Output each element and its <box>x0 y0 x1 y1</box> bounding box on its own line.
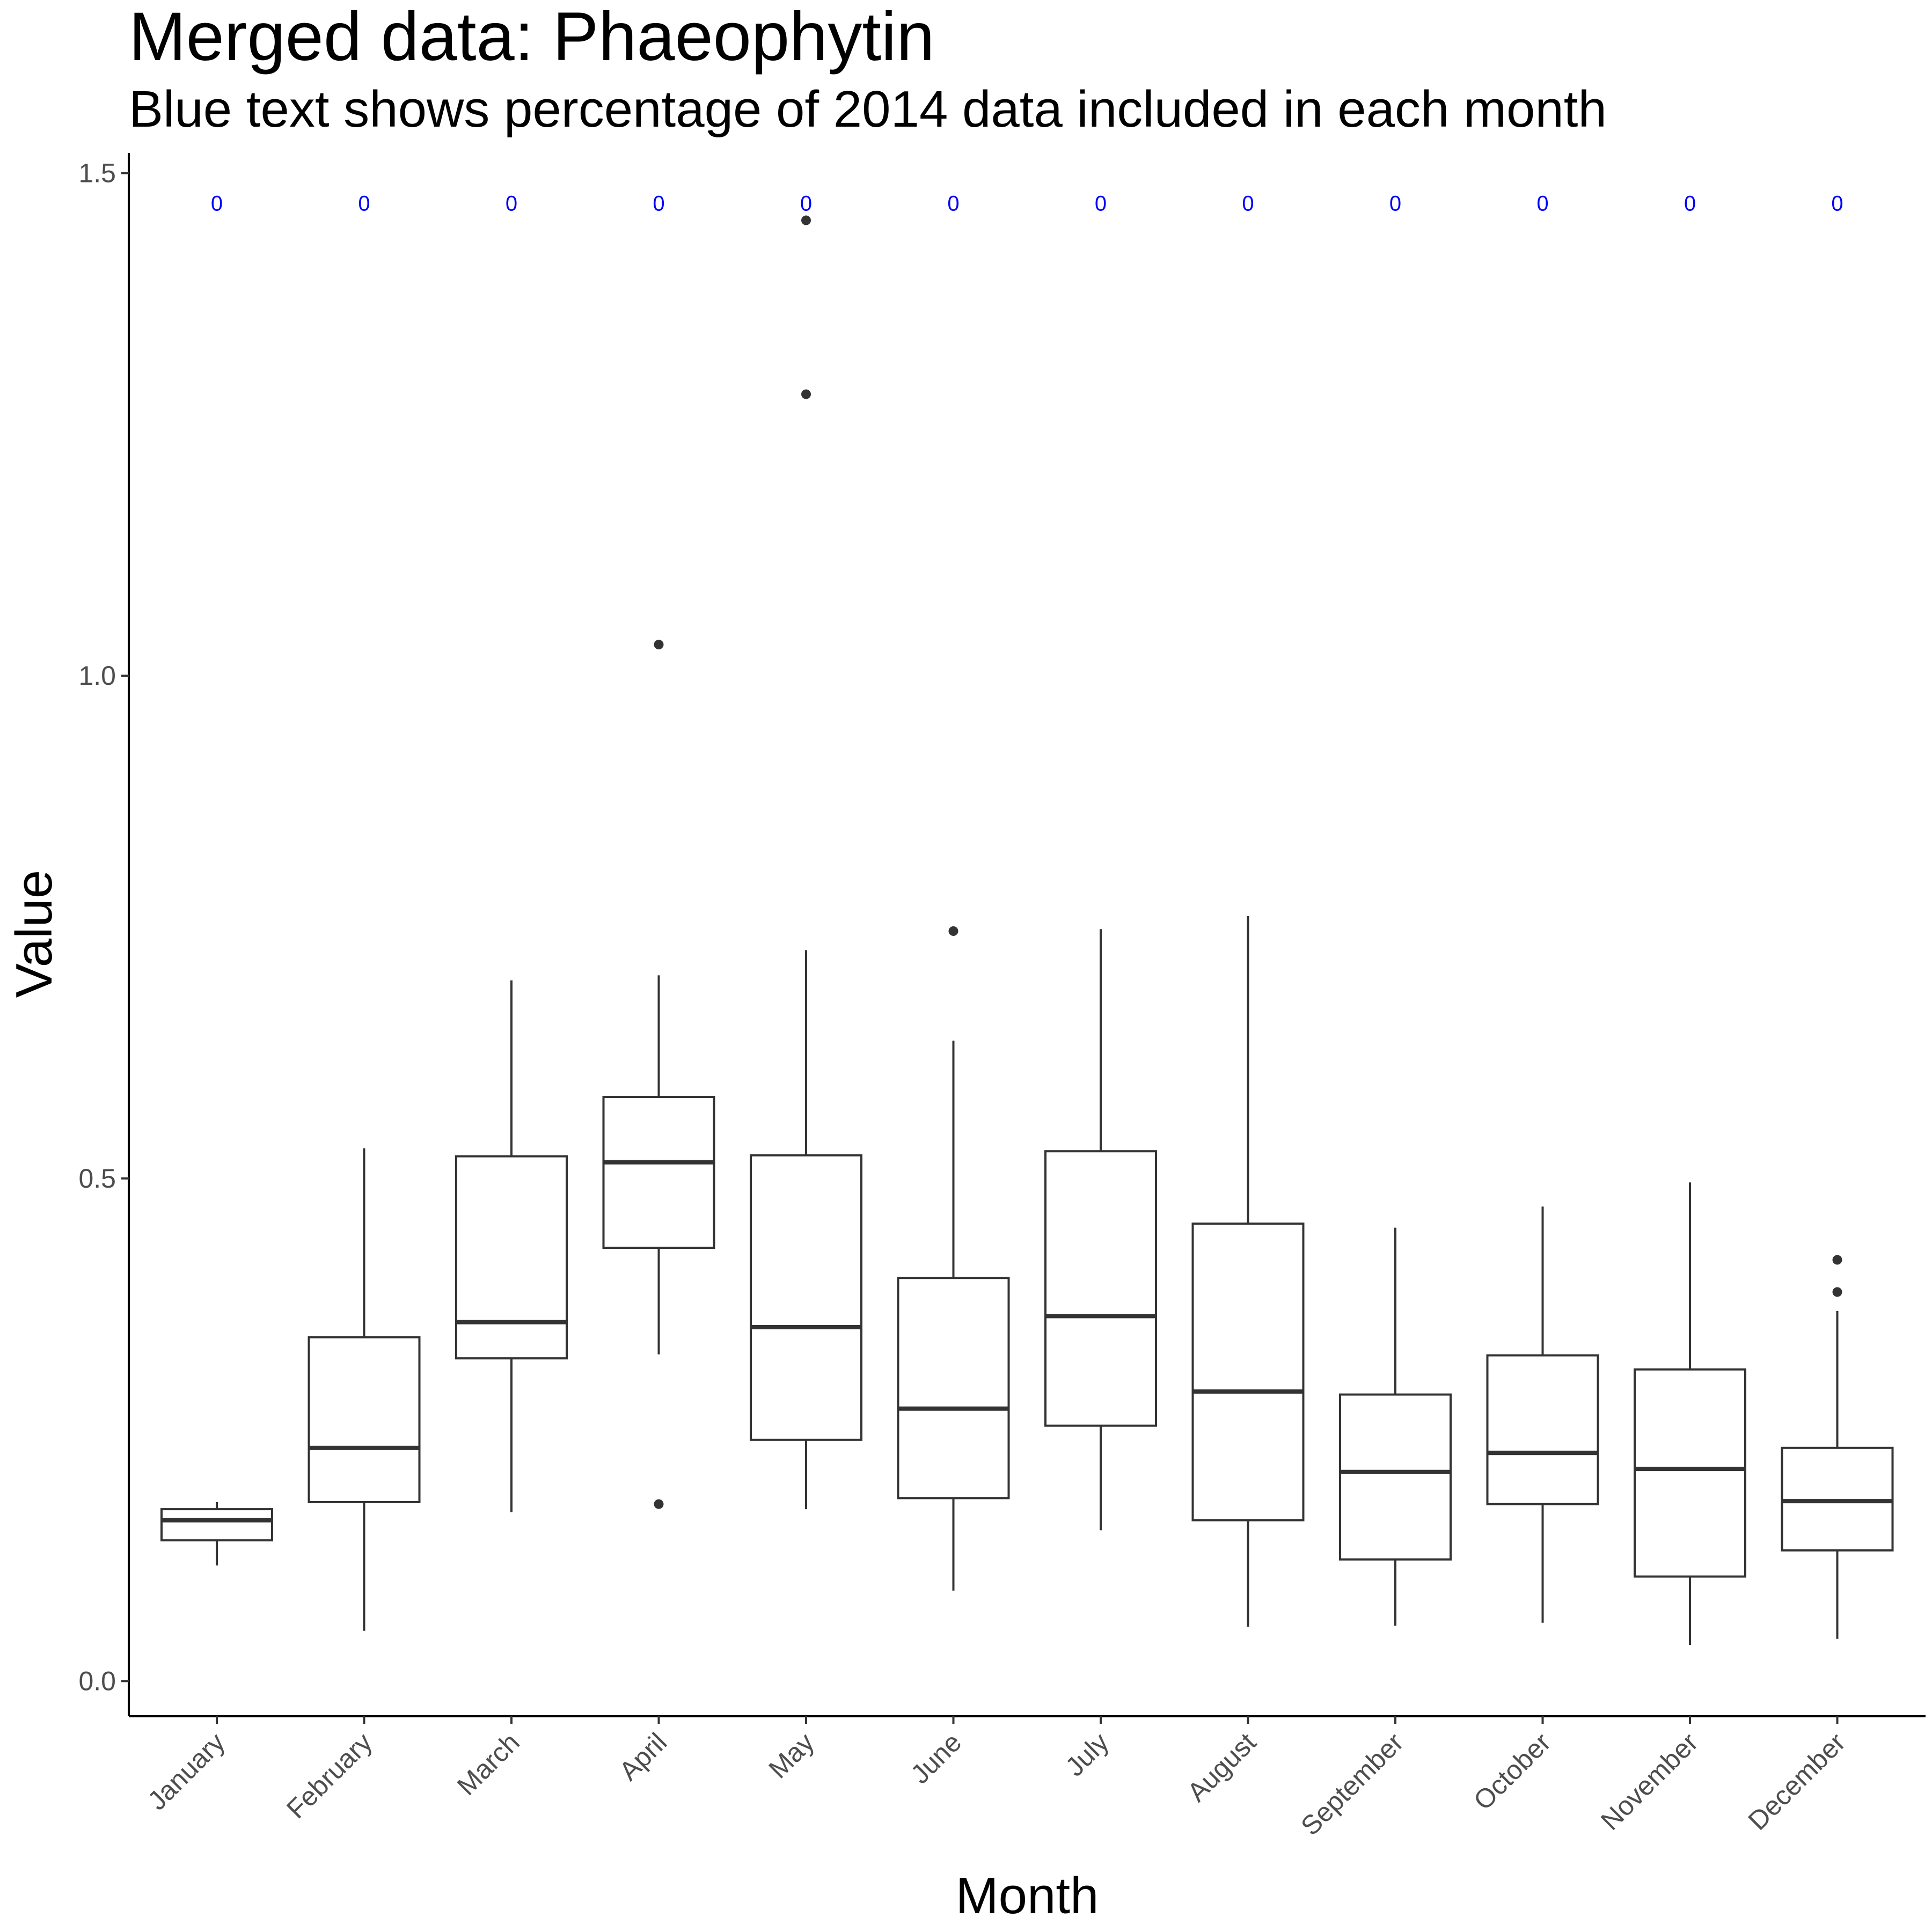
box-iqr <box>750 1154 862 1441</box>
y-axis-title: Value <box>5 870 63 998</box>
box-june: 0 <box>897 192 1010 1591</box>
x-tick-label: April <box>613 1727 672 1786</box>
percentage-label: 0 <box>358 192 370 216</box>
box-september: 0 <box>1339 192 1452 1626</box>
percentage-label: 0 <box>800 192 812 216</box>
percentage-label: 0 <box>947 192 959 216</box>
box-april: 0 <box>602 192 715 1509</box>
box-iqr <box>160 1508 273 1542</box>
outlier-point <box>1832 1255 1842 1265</box>
outlier-point <box>801 215 811 225</box>
y-tick-label: 1.0 <box>78 661 116 691</box>
box-may: 0 <box>750 192 862 1510</box>
box-october: 0 <box>1486 192 1599 1623</box>
box-iqr <box>455 1155 568 1360</box>
box-iqr <box>1486 1354 1599 1505</box>
x-tick-label: October <box>1468 1727 1556 1816</box>
percentage-label: 0 <box>506 192 517 216</box>
box-december: 0 <box>1781 192 1894 1639</box>
percentage-label: 0 <box>1095 192 1107 216</box>
outlier-point <box>654 1499 664 1509</box>
x-tick-label: September <box>1295 1727 1409 1841</box>
outlier-point <box>801 389 811 399</box>
x-tick-label: August <box>1182 1727 1262 1807</box>
x-axis-ticks: January February March April May June July Augu… <box>142 1716 1851 1841</box>
y-tick-label: 1.5 <box>78 158 116 188</box>
chart-subtitle: Blue text shows percentage of 2014 data … <box>129 80 1607 138</box>
x-tick-label: January <box>142 1727 230 1816</box>
box-iqr <box>1634 1368 1746 1578</box>
x-tick-label: November <box>1595 1727 1704 1836</box>
x-tick-label: March <box>451 1727 525 1801</box>
plot-area: 0 0 0 0 0 0 0 0 0 0 0 0 <box>160 192 1894 1645</box>
outlier-point <box>1832 1287 1842 1297</box>
percentage-label: 0 <box>1684 192 1696 216</box>
box-iqr <box>308 1336 421 1503</box>
y-tick-label: 0.5 <box>78 1163 116 1194</box>
box-february: 0 <box>308 192 421 1631</box>
box-iqr <box>1191 1223 1305 1521</box>
x-tick-label: July <box>1059 1727 1114 1782</box>
box-july: 0 <box>1044 192 1157 1531</box>
x-tick-label: December <box>1743 1727 1851 1836</box>
percentage-label: 0 <box>1242 192 1254 216</box>
chart-title: Merged data: Phaeophytin <box>129 0 935 75</box>
percentage-label: 0 <box>1536 192 1548 216</box>
box-iqr <box>602 1096 715 1249</box>
outlier-point <box>948 926 958 936</box>
percentage-label: 0 <box>1389 192 1401 216</box>
percentage-label: 0 <box>1831 192 1843 216</box>
box-iqr <box>1339 1393 1452 1561</box>
box-august: 0 <box>1191 192 1305 1627</box>
y-axis-ticks: 0.0 0.5 1.0 1.5 <box>78 158 129 1696</box>
x-tick-label: June <box>905 1727 967 1789</box>
percentage-label: 0 <box>211 192 223 216</box>
y-tick-label: 0.0 <box>78 1666 116 1696</box>
x-tick-label: May <box>763 1727 819 1784</box>
outlier-point <box>654 640 664 650</box>
percentage-label: 0 <box>653 192 664 216</box>
box-iqr <box>897 1277 1010 1499</box>
box-january: 0 <box>160 192 273 1566</box>
box-iqr <box>1044 1150 1157 1427</box>
x-tick-label: February <box>281 1727 378 1824</box>
box-november: 0 <box>1634 192 1746 1645</box>
box-march: 0 <box>455 192 568 1512</box>
x-axis-title: Month <box>956 1867 1099 1924</box>
